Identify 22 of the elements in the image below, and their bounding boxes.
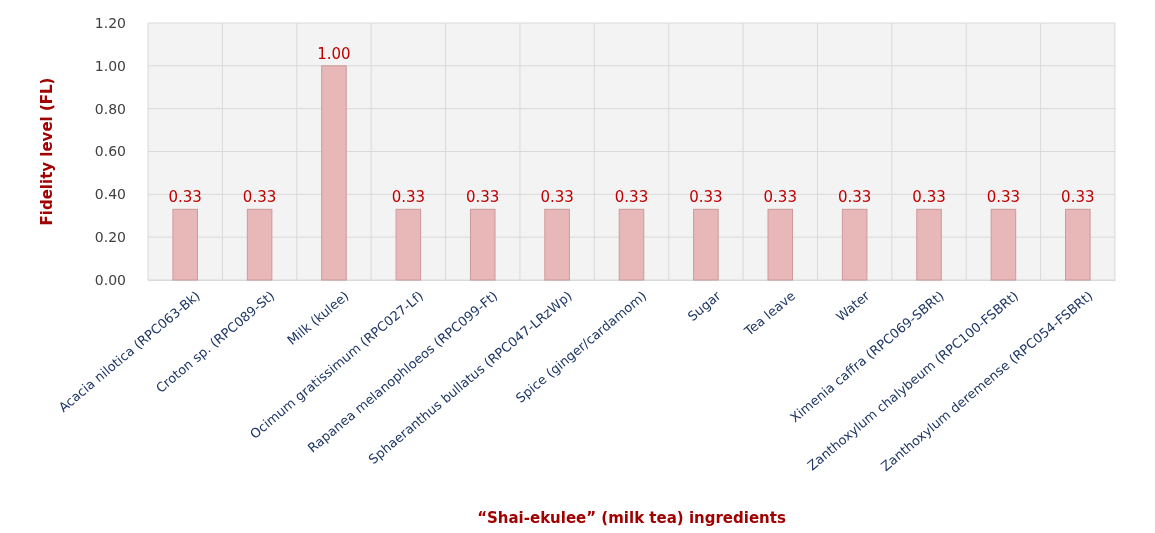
y-tick-label: 1.00: [94, 57, 126, 74]
y-axis-title: Fidelity level (FL): [38, 77, 56, 226]
x-axis-title: “Shai-ekulee” (milk tea) ingredients: [477, 509, 786, 527]
data-label: 1.00: [317, 44, 351, 63]
data-label: 0.33: [168, 188, 202, 207]
y-tick-label: 0.60: [94, 143, 126, 160]
y-tick-label: 0.20: [94, 229, 126, 246]
data-label: 0.33: [242, 188, 277, 207]
data-label: 0.33: [540, 188, 574, 207]
data-label: 0.33: [689, 188, 723, 207]
data-label: 0.33: [837, 188, 872, 207]
data-label: 0.33: [466, 188, 500, 207]
y-tick-label: 1.20: [94, 14, 126, 31]
data-label: 0.33: [1061, 188, 1095, 207]
data-label: 0.33: [986, 188, 1021, 207]
y-tick-label: 0.80: [94, 100, 126, 117]
data-label: 0.33: [614, 188, 649, 207]
data-label: 0.33: [912, 188, 946, 207]
y-tick-label: 0.00: [94, 271, 126, 288]
y-tick-label: 0.40: [94, 186, 126, 203]
data-label: 0.33: [763, 188, 797, 207]
data-label: 0.33: [391, 188, 426, 207]
